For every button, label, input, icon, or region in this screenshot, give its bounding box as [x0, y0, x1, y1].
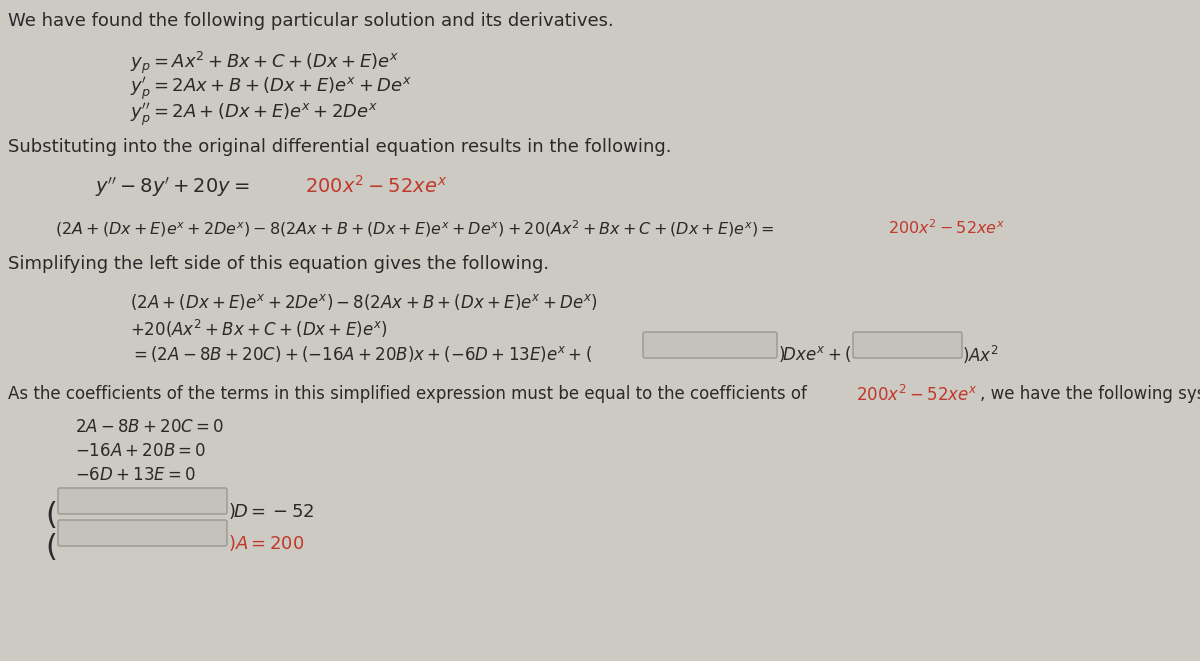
Text: We have found the following particular solution and its derivatives.: We have found the following particular s…	[8, 12, 613, 30]
Text: As the coefficients of the terms in this simplified expression must be equal to : As the coefficients of the terms in this…	[8, 385, 812, 403]
Text: $)D = -52$: $)D = -52$	[228, 501, 314, 521]
Text: $+ 20(Ax^2 + Bx + C + (Dx + E)e^x)$: $+ 20(Ax^2 + Bx + C + (Dx + E)e^x)$	[130, 318, 388, 340]
Text: $-6D + 13E = 0$: $-6D + 13E = 0$	[74, 466, 197, 484]
Text: $)Ax^2$: $)Ax^2$	[962, 344, 998, 366]
Text: $y'' - 8y' + 20y = $: $y'' - 8y' + 20y = $	[95, 175, 250, 199]
Text: (: (	[46, 533, 58, 562]
Text: Simplifying the left side of this equation gives the following.: Simplifying the left side of this equati…	[8, 255, 550, 273]
Text: $)A = 200$: $)A = 200$	[228, 533, 305, 553]
Text: $2A - 8B + 20C = 0$: $2A - 8B + 20C = 0$	[74, 418, 224, 436]
Text: $y_p'' = 2A + (Dx + E)e^x + 2De^x$: $y_p'' = 2A + (Dx + E)e^x + 2De^x$	[130, 102, 378, 129]
Text: $200x^2 - 52xe^x$: $200x^2 - 52xe^x$	[856, 385, 978, 405]
Text: , we have the following system: , we have the following system	[980, 385, 1200, 403]
Text: $y_p = Ax^2 + Bx + C + (Dx + E)e^x$: $y_p = Ax^2 + Bx + C + (Dx + E)e^x$	[130, 50, 400, 76]
FancyBboxPatch shape	[58, 488, 227, 514]
Text: $= (2A - 8B + 20C) + (-16A + 20B)x + (-6D + 13E)e^x + ($: $= (2A - 8B + 20C) + (-16A + 20B)x + (-6…	[130, 344, 593, 364]
Text: Substituting into the original differential equation results in the following.: Substituting into the original different…	[8, 138, 672, 156]
Text: $(2A + (Dx + E)e^x + 2De^x) - 8(2Ax + B + (Dx + E)e^x + De^x) + 20(Ax^2 + Bx + C: $(2A + (Dx + E)e^x + 2De^x) - 8(2Ax + B …	[55, 218, 774, 239]
Text: $)Dxe^x + ($: $)Dxe^x + ($	[778, 344, 852, 364]
Text: $-16A + 20B = 0$: $-16A + 20B = 0$	[74, 442, 206, 460]
Text: (: (	[46, 501, 58, 530]
FancyBboxPatch shape	[853, 332, 962, 358]
FancyBboxPatch shape	[643, 332, 778, 358]
Text: $y_p' = 2Ax + B + (Dx + E)e^x + De^x$: $y_p' = 2Ax + B + (Dx + E)e^x + De^x$	[130, 76, 412, 103]
Text: $200x^2 - 52xe^x$: $200x^2 - 52xe^x$	[305, 175, 448, 197]
FancyBboxPatch shape	[58, 520, 227, 546]
Text: $(2A + (Dx + E)e^x + 2De^x) - 8(2Ax + B + (Dx + E)e^x + De^x)$: $(2A + (Dx + E)e^x + 2De^x) - 8(2Ax + B …	[130, 292, 598, 312]
Text: $200x^2 - 52xe^x$: $200x^2 - 52xe^x$	[888, 218, 1006, 237]
